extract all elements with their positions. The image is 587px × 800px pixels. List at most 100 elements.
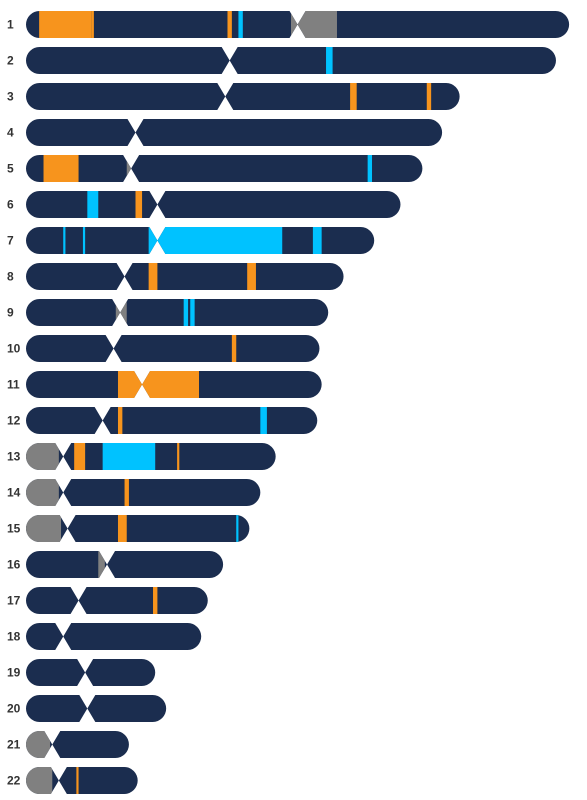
chromosome-body <box>26 47 556 74</box>
chromosome-label-19: 19 <box>7 666 21 680</box>
chromosome-label-9: 9 <box>7 306 14 320</box>
heterochromatin-region <box>26 731 51 758</box>
chromosome-17: 17 <box>7 587 208 614</box>
heterochromatin-region <box>26 479 59 506</box>
chromosome-label-4: 4 <box>7 126 14 140</box>
chromosome-7: 7 <box>7 227 375 254</box>
chromosome-body <box>26 731 129 758</box>
chromosome-label-5: 5 <box>7 162 14 176</box>
gain-segment <box>91 11 94 38</box>
chromosome-body <box>26 515 250 542</box>
chromosome-label-13: 13 <box>7 450 21 464</box>
gain-segment <box>43 155 79 182</box>
chromosome-body <box>26 659 156 686</box>
chromosome-16: 16 <box>7 551 224 578</box>
chromosome-body <box>26 695 167 722</box>
chromosome-body <box>26 191 401 218</box>
loss-segment <box>190 299 195 326</box>
loss-segment <box>63 227 66 254</box>
chromosome-12: 12 <box>7 407 318 434</box>
gain-segment <box>231 335 237 362</box>
heterochromatin-region <box>115 299 127 326</box>
loss-segment <box>236 515 239 542</box>
chromosome-label-21: 21 <box>7 738 21 752</box>
gain-segment <box>117 515 127 542</box>
chromosome-label-15: 15 <box>7 522 21 536</box>
chromosome-19: 19 <box>7 659 156 686</box>
chromosome-22: 22 <box>7 767 138 794</box>
chromosome-3: 3 <box>7 83 460 110</box>
chromosome-label-17: 17 <box>7 594 21 608</box>
chromosome-body <box>26 299 329 326</box>
chromosome-label-16: 16 <box>7 558 21 572</box>
chromosome-label-10: 10 <box>7 342 21 356</box>
heterochromatin-region <box>290 11 337 38</box>
chromosome-label-3: 3 <box>7 90 14 104</box>
gain-segment <box>148 263 158 290</box>
gain-segment <box>247 263 256 290</box>
gain-segment <box>350 83 357 110</box>
chromosome-body <box>26 623 202 650</box>
chromosome-body <box>26 551 224 578</box>
chromosome-body <box>26 335 320 362</box>
chromosome-label-2: 2 <box>7 54 14 68</box>
loss-segment <box>326 47 333 74</box>
chromosome-body <box>26 407 318 434</box>
chromosome-label-22: 22 <box>7 774 21 788</box>
chromosome-8: 8 <box>7 263 344 290</box>
gain-segment <box>227 11 232 38</box>
gain-segment <box>74 443 86 470</box>
chromosome-label-11: 11 <box>7 378 20 392</box>
chromosome-label-18: 18 <box>7 630 21 644</box>
chromosome-body <box>26 263 344 290</box>
chromosome-13: 13 <box>7 443 276 470</box>
loss-segment <box>183 299 189 326</box>
chromosome-body <box>26 587 208 614</box>
loss-segment <box>87 191 99 218</box>
chromosome-14: 14 <box>7 479 261 506</box>
heterochromatin-region <box>26 515 62 542</box>
loss-segment <box>367 155 373 182</box>
heterochromatin-region <box>26 767 53 794</box>
loss-segment <box>260 407 267 434</box>
gain-segment <box>39 11 92 38</box>
chromosome-20: 20 <box>7 695 167 722</box>
chromosome-body <box>26 119 443 146</box>
chromosome-body <box>26 479 261 506</box>
chromosome-21: 21 <box>7 731 129 758</box>
loss-segment <box>312 227 322 254</box>
gain-segment <box>426 83 432 110</box>
heterochromatin-region <box>98 551 105 578</box>
chromosome-label-20: 20 <box>7 702 21 716</box>
chromosome-1: 1 <box>7 11 570 38</box>
chromosome-body <box>26 155 423 182</box>
chromosome-label-1: 1 <box>7 18 14 32</box>
heterochromatin-region <box>126 155 132 182</box>
chromosome-18: 18 <box>7 623 202 650</box>
chromosome-label-12: 12 <box>7 414 21 428</box>
loss-segment <box>238 11 243 38</box>
chromosome-9: 9 <box>7 299 329 326</box>
gain-segment <box>117 407 123 434</box>
chromosome-label-6: 6 <box>7 198 14 212</box>
chromosome-label-7: 7 <box>7 234 14 248</box>
gain-segment <box>76 767 79 794</box>
chromosome-label-14: 14 <box>7 486 21 500</box>
loss-segment <box>148 227 283 254</box>
chromosome-11: 11 <box>7 371 322 398</box>
chromosome-5: 5 <box>7 155 423 182</box>
chromosome-4: 4 <box>7 119 443 146</box>
chromosome-6: 6 <box>7 191 401 218</box>
gain-segment <box>124 479 129 506</box>
gain-segment <box>117 371 200 398</box>
chromosome-label-8: 8 <box>7 270 14 284</box>
gain-segment <box>153 587 158 614</box>
gain-segment <box>177 443 180 470</box>
chromosome-2: 2 <box>7 47 556 74</box>
chromosome-10: 10 <box>7 335 320 362</box>
chromosome-15: 15 <box>7 515 250 542</box>
loss-segment <box>82 227 86 254</box>
chromosome-body <box>26 767 138 794</box>
chromosome-body <box>26 83 460 110</box>
